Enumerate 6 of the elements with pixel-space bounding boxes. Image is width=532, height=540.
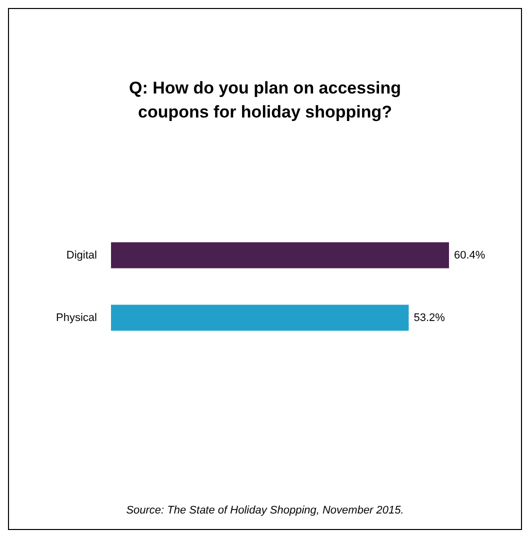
data-label: 53.2% <box>414 312 446 324</box>
y-tick-label: Digital <box>66 249 97 262</box>
chart-title: Q: How do you plan on accessing coupons for holiday shopping? <box>128 78 402 122</box>
data-label: 60.4% <box>454 249 486 262</box>
source-note: Source: The State of Holiday Shopping, November 2015. <box>126 504 404 516</box>
y-tick-label: Physical <box>56 312 97 324</box>
